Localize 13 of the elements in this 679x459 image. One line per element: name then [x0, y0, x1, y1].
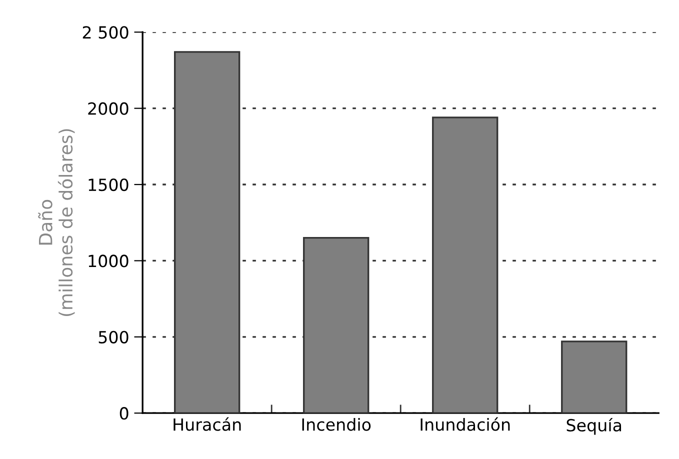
x-tick-label: Incendio — [302, 418, 371, 431]
x-tick-label: Huracán — [174, 417, 241, 431]
y-tick-label: 2000 — [88, 102, 128, 115]
y-tick-label: 1500 — [88, 178, 128, 192]
x-tick-label: Sequía — [566, 418, 622, 435]
y-tick-label: 1000 — [88, 254, 128, 268]
bar — [561, 340, 628, 414]
y-tick-label: 500 — [98, 330, 128, 344]
x-tick-label: Inundación — [420, 417, 510, 431]
bar — [432, 116, 498, 414]
y-tick-label: 0 — [120, 407, 128, 420]
y-tick-label: 2 500 — [82, 26, 128, 39]
y-axis-title: Daño (millones de dólares) — [38, 129, 75, 316]
